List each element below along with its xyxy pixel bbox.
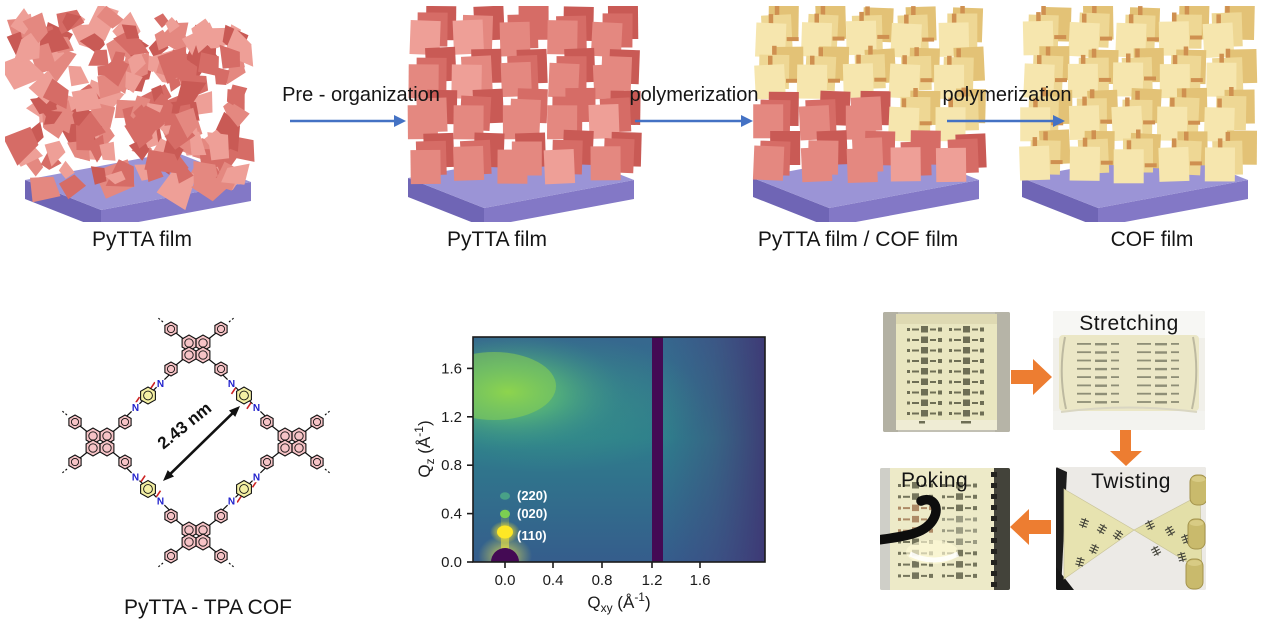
peak-label-220: (220) — [517, 488, 547, 503]
process-arrow-icon — [290, 115, 406, 127]
film-illustration — [752, 4, 987, 227]
illustration-mixed-film — [752, 4, 987, 227]
y-tick-labels: 0.0 0.4 0.8 1.2 1.6 — [441, 360, 462, 571]
poking-photo-svg — [880, 468, 1010, 590]
photo-label-poking: Poking — [901, 469, 969, 492]
twisting-photo-svg — [1056, 467, 1206, 590]
process-arrow-icon — [947, 115, 1065, 127]
y-axis-ticks — [467, 367, 473, 563]
flex-test-panel: Stretching Twisting — [860, 300, 1269, 600]
svg-text:0.0: 0.0 — [495, 572, 516, 589]
svg-text:1.6: 1.6 — [441, 360, 462, 377]
photo-device-film — [883, 312, 1010, 432]
svg-text:1.2: 1.2 — [642, 572, 663, 589]
cof-structure-diagram: N N N N N N N N 2.43 nm — [15, 300, 365, 595]
giwaxs-heatmap — [473, 337, 765, 562]
panel-caption-cof-film: COF film — [1110, 228, 1194, 251]
film-panel-cof — [1002, 3, 1267, 227]
svg-text:0.4: 0.4 — [441, 506, 462, 523]
film-illustration — [0, 4, 255, 229]
nitrogen-label: N — [253, 403, 260, 414]
photo-poking: Poking — [880, 468, 1010, 590]
transition-label-preorganization: Pre - organization — [282, 84, 440, 106]
giwaxs-chart: (220) (020) (110) 0.0 0.4 0.8 1.2 1.6 0.… — [412, 336, 766, 615]
stretching-photo-svg — [1053, 311, 1205, 430]
bragg-spot-220 — [500, 492, 510, 500]
photo-label-stretching: Stretching — [1079, 312, 1179, 335]
svg-text:1.6: 1.6 — [690, 572, 711, 589]
nitrogen-label: N — [228, 497, 235, 508]
illustration-cof-film — [1019, 3, 1258, 227]
process-arrow-icon — [635, 115, 753, 127]
nitrogen-label: N — [157, 497, 164, 508]
film-illustration — [407, 4, 642, 227]
flow-arrow-down-icon — [1110, 430, 1142, 466]
cof-structure-svg: N N N N N N N N 2.43 nm — [60, 316, 332, 569]
nitrogen-label: N — [157, 379, 164, 390]
y-axis-title: Qz (Å-1) — [412, 420, 437, 477]
flow-arrow-left-icon — [1010, 509, 1051, 545]
svg-text:0.4: 0.4 — [543, 572, 564, 589]
film-illustration — [1019, 3, 1258, 227]
pore-size-label: 2.43 nm — [154, 398, 215, 453]
svg-text:1.2: 1.2 — [441, 409, 462, 426]
panel-caption-pytta-cof-film: PyTTA film / COF film — [757, 228, 959, 251]
peak-label-020: (020) — [517, 506, 547, 521]
svg-text:0.8: 0.8 — [441, 457, 462, 474]
illustration-aligned-film — [407, 4, 642, 227]
nitrogen-label: N — [253, 472, 260, 483]
structure-caption: PyTTA - TPA COF — [123, 596, 293, 619]
photo-label-twisting: Twisting — [1091, 470, 1171, 493]
photo-twisting: Twisting — [1056, 467, 1206, 590]
film-panel-mixed — [733, 4, 998, 227]
pore-size-arrow — [163, 406, 240, 481]
nitrogen-label: N — [228, 379, 235, 390]
poking-rod — [880, 495, 941, 545]
flow-arrow-right-icon — [1011, 359, 1052, 395]
peak-label-110: (110) — [517, 528, 547, 543]
svg-text:0.8: 0.8 — [592, 572, 613, 589]
x-axis-title: Qxy (Å-1) — [587, 590, 650, 615]
svg-text:0.0: 0.0 — [441, 554, 462, 571]
nitrogen-label: N — [132, 403, 139, 414]
transition-label-polymerization-2: polymerization — [942, 84, 1072, 106]
bragg-spot-020 — [500, 509, 510, 519]
detector-gap-stripe — [652, 337, 663, 562]
panel-caption-pytta-film-1: PyTTA film — [92, 228, 192, 251]
x-axis-ticks — [504, 562, 701, 568]
film-panel-aligned — [388, 4, 653, 227]
film-panel-disordered — [0, 4, 270, 229]
bragg-spot-110 — [497, 525, 513, 539]
photo-stretching: Stretching — [1053, 311, 1205, 430]
nitrogen-label: N — [132, 472, 139, 483]
beamstop — [491, 548, 519, 562]
device-film-photo-svg — [883, 312, 1010, 432]
transition-label-polymerization-1: polymerization — [629, 84, 759, 106]
x-tick-labels: 0.0 0.4 0.8 1.2 1.6 — [495, 572, 711, 589]
illustration-disordered-film — [0, 4, 255, 229]
plot-border — [472, 336, 766, 563]
panel-caption-pytta-film-2: PyTTA film — [447, 228, 547, 251]
